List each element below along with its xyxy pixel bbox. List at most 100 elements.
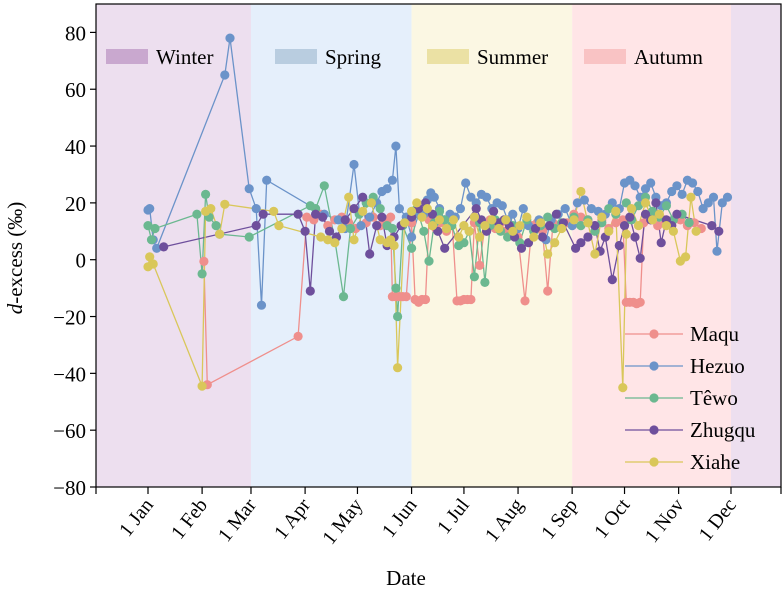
point-xiahe-44 [529,232,539,242]
legend-marker-maqu [649,329,659,339]
point-hezuo-34 [461,178,471,188]
point-hezuo-21 [394,204,404,214]
point-xiahe-12 [330,238,340,248]
x-tick-label-1-dec: 1 Dec [695,494,741,545]
point-tewo-64 [661,201,672,211]
point-hezuo-7 [251,204,261,214]
point-zhugqu-7 [318,212,328,222]
x-axis-label: Date [386,566,426,590]
point-xiahe-24 [407,206,417,216]
x-tick-label-1-sep: 1 Sep [537,495,582,544]
x-tick-label-1-apr: 1 Apr [270,494,315,543]
point-xiahe-42 [515,221,525,231]
point-hezuo-23 [407,232,417,242]
point-zhugqu-51 [635,253,645,263]
point-xiahe-63 [661,221,672,231]
series-points [143,33,733,393]
point-xiahe-53 [597,212,607,222]
point-hezuo-19 [387,175,397,185]
point-maqu-0 [199,256,209,266]
x-tick-label-1-nov: 1 Nov [641,495,689,548]
point-tewo-0 [143,221,153,231]
y-axis-label-italic: d [3,303,27,314]
point-zhugqu-58 [672,209,682,219]
point-hezuo-11 [333,215,343,225]
point-hezuo-15 [365,212,375,222]
y-tick-label--40: −40 [53,362,86,386]
point-tewo-19 [375,204,385,214]
y-tick-label--60: −60 [53,419,86,443]
point-hezuo-75 [693,186,703,197]
season-legend-swatch-summer [427,49,469,64]
point-xiahe-68 [691,226,701,236]
point-zhugqu-11 [349,204,359,214]
point-zhugqu-12 [358,192,368,202]
season-legend: Winter Spring Summer Autumn [106,45,703,69]
point-maqu-66 [635,297,645,307]
point-zhugqu-14 [372,221,382,231]
point-xiahe-39 [494,223,504,234]
legend-marker-tewo [649,393,659,403]
point-xiahe-38 [487,215,497,225]
point-zhugqu-8 [324,226,335,236]
point-xiahe-23 [400,218,410,228]
point-zhugqu-46 [607,275,617,285]
point-zhugqu-55 [656,238,666,248]
point-hezuo-4 [220,70,230,80]
point-tewo-7 [211,221,221,231]
point-zhugqu-36 [537,232,548,242]
point-xiahe-15 [349,235,359,245]
point-zhugqu-33 [516,243,527,253]
point-xiahe-50 [576,186,586,197]
season-legend-label-autumn: Autumn [634,45,703,69]
point-tewo-52 [576,221,586,231]
x-tick-label-1-jun: 1 Jun [378,495,422,542]
point-xiahe-41 [508,226,518,236]
point-tewo-12 [319,181,329,191]
y-tick-label-0: 0 [76,249,87,273]
point-xiahe-49 [569,215,579,225]
season-legend-swatch-autumn [584,49,626,64]
point-zhugqu-6 [311,209,321,219]
season-band-winter-0 [96,4,251,487]
point-hezuo-38 [482,192,492,202]
point-tewo-27 [419,226,429,236]
point-tewo-28 [424,256,434,266]
point-tewo-23 [393,311,403,322]
point-zhugqu-60 [714,226,724,236]
point-hezuo-13 [349,159,359,170]
point-xiahe-61 [647,215,658,225]
point-hezuo-78 [708,192,719,202]
point-tewo-56 [604,204,614,214]
point-xiahe-29 [434,215,445,225]
point-hezuo-56 [586,204,597,214]
y-tick-label--20: −20 [53,306,86,330]
point-hezuo-54 [572,198,583,208]
point-maqu-25 [420,294,431,305]
point-hezuo-72 [677,189,687,199]
legend-marker-zhugqu [649,425,659,435]
point-xiahe-1 [145,252,155,262]
point-hezuo-79 [712,246,722,256]
point-zhugqu-25 [471,204,481,214]
point-tewo-5 [201,189,211,199]
point-xiahe-8 [269,206,279,216]
point-xiahe-54 [604,226,614,236]
point-xiahe-40 [501,215,511,225]
point-xiahe-31 [448,215,459,225]
point-xiahe-55 [611,206,621,216]
point-xiahe-47 [550,238,560,248]
point-maqu-2 [293,331,303,341]
season-legend-label-summer: Summer [477,45,548,69]
point-zhugqu-50 [630,232,640,242]
point-hezuo-20 [391,141,401,151]
point-xiahe-13 [337,223,347,234]
point-xiahe-60 [640,198,651,208]
point-xiahe-62 [654,209,665,219]
point-maqu-38 [475,260,485,270]
point-xiahe-16 [358,206,368,216]
point-tewo-38 [480,277,490,287]
point-xiahe-10 [316,232,326,242]
point-zhugqu-42 [583,232,593,242]
